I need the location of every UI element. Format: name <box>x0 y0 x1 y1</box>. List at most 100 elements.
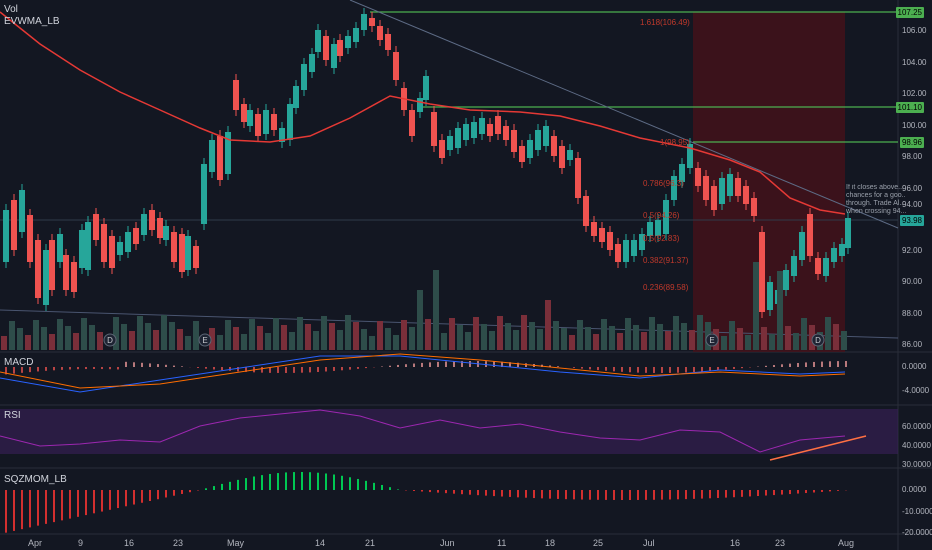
fib-label: 0.382(91.37) <box>643 256 689 265</box>
price-tick: 106.00 <box>902 26 927 35</box>
date-tick: May <box>227 538 245 548</box>
candle-body <box>209 140 215 172</box>
date-tick: 18 <box>545 538 556 548</box>
candle-body <box>831 248 837 262</box>
price-tick: 98.00 <box>902 152 923 161</box>
volume-bar <box>433 270 439 350</box>
volume-bar <box>577 320 583 350</box>
candle-body <box>337 40 343 56</box>
candle-body <box>807 214 813 256</box>
trendline <box>349 0 899 229</box>
candle-body <box>3 210 9 262</box>
price-tag-last: 93.98 <box>899 215 924 226</box>
volume-bar <box>785 326 791 350</box>
volume-bar <box>1 336 7 350</box>
candle-body <box>471 122 477 138</box>
volume-bar <box>297 317 303 350</box>
date-tick: 9 <box>78 538 84 548</box>
candle-body <box>19 190 25 232</box>
volume-bar <box>521 315 527 350</box>
candle-body <box>567 150 573 160</box>
volume-bar <box>89 325 95 350</box>
volume-bar <box>417 290 423 350</box>
date-tick: Jul <box>643 538 655 548</box>
volume-bar <box>681 323 687 350</box>
candle-body <box>551 136 557 156</box>
volume-bar <box>537 329 543 350</box>
volume-bar <box>793 333 799 350</box>
candle-body <box>255 114 261 136</box>
date-tick: 16 <box>730 538 741 548</box>
volume-bar <box>345 315 351 350</box>
volume-bar <box>329 323 335 350</box>
volume-bar <box>129 331 135 350</box>
volume-bar <box>9 321 15 350</box>
price-tick: 94.00 <box>902 200 923 209</box>
candle-body <box>315 30 321 52</box>
volume-bar <box>305 324 311 350</box>
rsi-line <box>0 409 846 453</box>
candle-body <box>377 26 383 40</box>
volume-bar <box>465 332 471 350</box>
volume-bar <box>289 332 295 350</box>
candle-body <box>655 220 661 236</box>
rsi-trendline <box>769 435 867 461</box>
volume-bar <box>225 320 231 350</box>
fib-label: 0.5(92.83) <box>643 234 680 243</box>
volume-bar <box>73 333 79 350</box>
event-marker-letter: E <box>202 336 207 345</box>
candle-body <box>695 168 701 186</box>
volume-bar <box>729 321 735 350</box>
macd-title: MACD <box>4 357 34 368</box>
volume-bar <box>441 333 447 350</box>
candle-body <box>49 240 55 290</box>
macd-line <box>0 355 846 393</box>
candle-body <box>271 114 277 130</box>
volume-bar <box>369 336 375 350</box>
candle-body <box>117 242 123 255</box>
candle-body <box>503 126 509 140</box>
date-tick: 16 <box>124 538 135 548</box>
event-marker-letter: D <box>107 336 113 345</box>
volume-bar <box>281 325 287 350</box>
rsi-tick: 40.0000 <box>902 441 931 450</box>
volume-bar <box>361 329 367 350</box>
volume-bar <box>409 327 415 350</box>
macd-tick: -4.0000 <box>902 386 930 395</box>
candle-body <box>783 270 789 290</box>
volume-bar <box>321 316 327 350</box>
sqz-tick: -10.0000 <box>902 507 932 516</box>
volume-bar <box>265 333 271 350</box>
candle-body <box>163 226 169 240</box>
fib-label: 0.236(89.58) <box>643 283 689 292</box>
volume-bar <box>217 335 223 350</box>
volume-bar <box>721 336 727 350</box>
volume-bar <box>457 325 463 350</box>
volume-bar <box>177 329 183 350</box>
price-tag-107: 107.25 <box>895 7 924 18</box>
volume-bar <box>585 327 591 350</box>
volume-bar <box>505 323 511 350</box>
candle-body <box>559 146 565 168</box>
volume-bar <box>745 335 751 350</box>
annotation-note[interactable]: If it closes above... chances for a goo.… <box>846 184 906 215</box>
candle-body <box>679 164 685 182</box>
volume-bar <box>241 334 247 350</box>
candle-body <box>607 232 613 250</box>
candle-body <box>279 128 285 142</box>
date-tick: Apr <box>28 538 43 548</box>
volume-bar <box>633 325 639 350</box>
volume-bar <box>313 331 319 350</box>
volume-bar <box>353 322 359 350</box>
volume-bar <box>425 319 431 350</box>
candle-body <box>711 186 717 210</box>
volume-bar <box>825 317 831 350</box>
candle-body <box>171 232 177 262</box>
candle-body <box>193 246 199 268</box>
sqz-tick: 0.0000 <box>902 485 927 494</box>
volume-bar <box>377 321 383 350</box>
candle-body <box>439 140 445 158</box>
candle-body <box>149 210 155 230</box>
date-tick: 25 <box>593 538 604 548</box>
